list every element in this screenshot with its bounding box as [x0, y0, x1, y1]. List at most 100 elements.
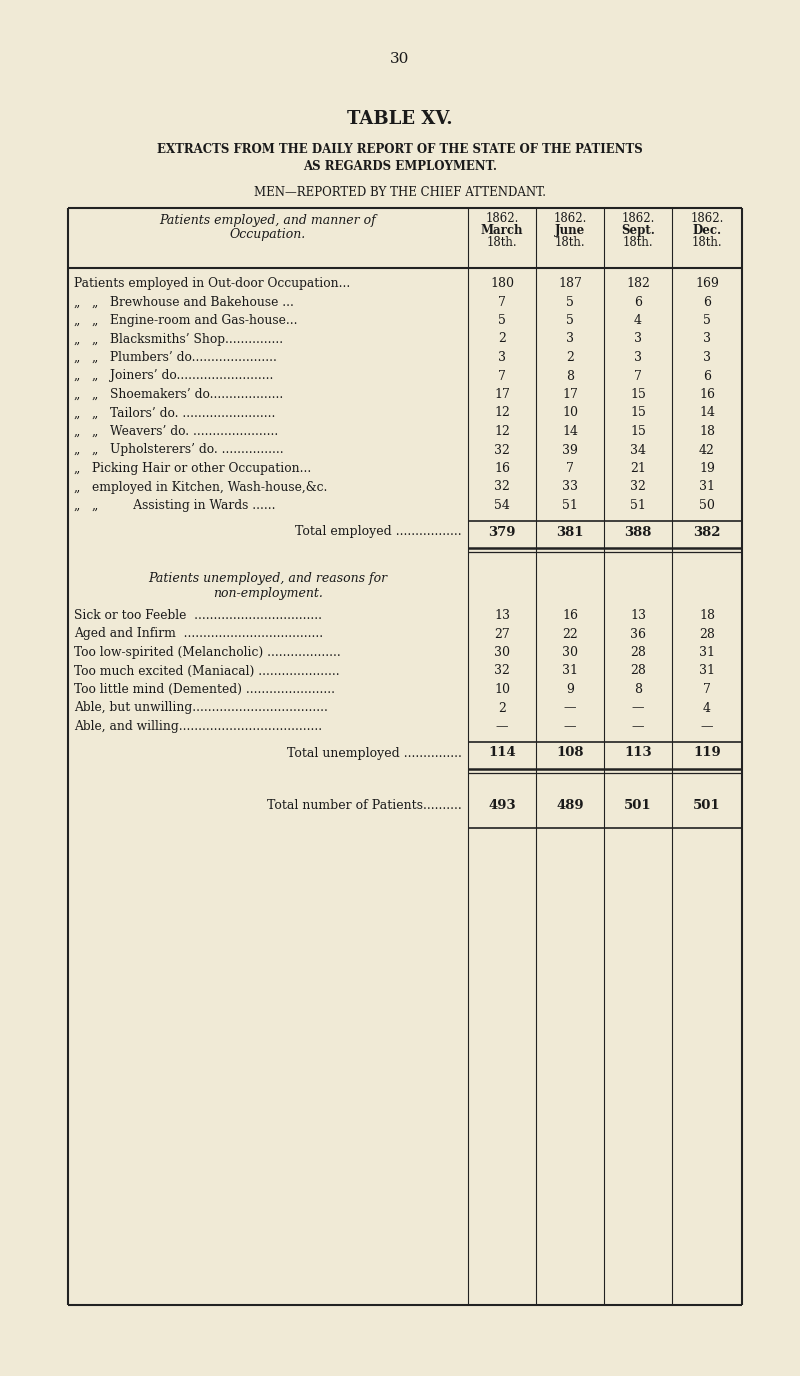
Text: 31: 31 — [699, 480, 715, 494]
Text: 3: 3 — [634, 351, 642, 365]
Text: 28: 28 — [630, 665, 646, 677]
Text: 8: 8 — [634, 682, 642, 696]
Text: 18: 18 — [699, 425, 715, 438]
Text: Able, and willing.....................................: Able, and willing.......................… — [74, 720, 322, 733]
Text: 489: 489 — [556, 799, 584, 812]
Text: 31: 31 — [699, 665, 715, 677]
Text: Patients employed, and manner of: Patients employed, and manner of — [160, 215, 376, 227]
Text: 3: 3 — [703, 333, 711, 345]
Text: AS REGARDS EMPLOYMENT.: AS REGARDS EMPLOYMENT. — [303, 160, 497, 173]
Text: —: — — [632, 702, 644, 714]
Text: 33: 33 — [562, 480, 578, 494]
Text: 28: 28 — [699, 627, 715, 640]
Text: 12: 12 — [494, 425, 510, 438]
Text: Too low-spirited (Melancholic) ...................: Too low-spirited (Melancholic) .........… — [74, 645, 341, 659]
Text: 7: 7 — [566, 462, 574, 475]
Text: 30: 30 — [390, 52, 410, 66]
Text: 31: 31 — [699, 645, 715, 659]
Text: non-employment.: non-employment. — [213, 588, 323, 600]
Text: 28: 28 — [630, 645, 646, 659]
Text: 4: 4 — [703, 702, 711, 714]
Text: 2: 2 — [498, 333, 506, 345]
Text: „   Picking Hair or other Occupation...: „ Picking Hair or other Occupation... — [74, 462, 311, 475]
Text: June: June — [555, 224, 585, 237]
Text: 119: 119 — [693, 747, 721, 760]
Text: 39: 39 — [562, 443, 578, 457]
Text: 18th.: 18th. — [486, 237, 518, 249]
Text: 388: 388 — [624, 526, 652, 538]
Text: —: — — [564, 720, 576, 733]
Text: 114: 114 — [488, 747, 516, 760]
Text: 381: 381 — [556, 526, 584, 538]
Text: „   employed in Kitchen, Wash-house,&c.: „ employed in Kitchen, Wash-house,&c. — [74, 480, 327, 494]
Text: 169: 169 — [695, 277, 719, 290]
Text: 7: 7 — [703, 682, 711, 696]
Text: 3: 3 — [498, 351, 506, 365]
Text: —: — — [632, 720, 644, 733]
Text: 3: 3 — [634, 333, 642, 345]
Text: 32: 32 — [494, 665, 510, 677]
Text: 3: 3 — [566, 333, 574, 345]
Text: 6: 6 — [703, 296, 711, 308]
Text: Aged and Infirm  ....................................: Aged and Infirm ........................… — [74, 627, 323, 640]
Text: 9: 9 — [566, 682, 574, 696]
Text: 2: 2 — [566, 351, 574, 365]
Text: 180: 180 — [490, 277, 514, 290]
Text: 51: 51 — [562, 499, 578, 512]
Text: 493: 493 — [488, 799, 516, 812]
Text: MEN—REPORTED BY THE CHIEF ATTENDANT.: MEN—REPORTED BY THE CHIEF ATTENDANT. — [254, 186, 546, 200]
Text: 18th.: 18th. — [554, 237, 586, 249]
Text: Occupation.: Occupation. — [230, 228, 306, 241]
Text: 36: 36 — [630, 627, 646, 640]
Text: 6: 6 — [703, 370, 711, 383]
Text: 10: 10 — [562, 406, 578, 420]
Text: 50: 50 — [699, 499, 715, 512]
Text: 42: 42 — [699, 443, 715, 457]
Text: „   „   Weavers’ do. ......................: „ „ Weavers’ do. ...................... — [74, 425, 278, 438]
Text: 10: 10 — [494, 682, 510, 696]
Text: 34: 34 — [630, 443, 646, 457]
Text: „   „   Blacksmiths’ Shop...............: „ „ Blacksmiths’ Shop............... — [74, 333, 283, 345]
Text: 16: 16 — [699, 388, 715, 400]
Text: 31: 31 — [562, 665, 578, 677]
Text: 5: 5 — [498, 314, 506, 327]
Text: Total unemployed ...............: Total unemployed ............... — [287, 747, 462, 760]
Text: 30: 30 — [494, 645, 510, 659]
Text: EXTRACTS FROM THE DAILY REPORT OF THE STATE OF THE PATIENTS: EXTRACTS FROM THE DAILY REPORT OF THE ST… — [157, 143, 643, 155]
Text: 16: 16 — [562, 610, 578, 622]
Text: „   „         Assisting in Wards ......: „ „ Assisting in Wards ...... — [74, 499, 275, 512]
Text: TABLE XV.: TABLE XV. — [347, 110, 453, 128]
Text: 1862.: 1862. — [690, 212, 724, 226]
Text: 8: 8 — [566, 370, 574, 383]
Text: Dec.: Dec. — [693, 224, 722, 237]
Text: 7: 7 — [498, 296, 506, 308]
Text: „   „   Tailors’ do. ........................: „ „ Tailors’ do. .......................… — [74, 406, 275, 420]
Text: 17: 17 — [562, 388, 578, 400]
Text: 32: 32 — [630, 480, 646, 494]
Text: —: — — [564, 702, 576, 714]
Text: 187: 187 — [558, 277, 582, 290]
Text: 1862.: 1862. — [554, 212, 586, 226]
Text: 16: 16 — [494, 462, 510, 475]
Text: 27: 27 — [494, 627, 510, 640]
Text: 51: 51 — [630, 499, 646, 512]
Text: „   „   Upholsterers’ do. ................: „ „ Upholsterers’ do. ................ — [74, 443, 284, 457]
Text: 7: 7 — [634, 370, 642, 383]
Text: 21: 21 — [630, 462, 646, 475]
Text: 18: 18 — [699, 610, 715, 622]
Text: —: — — [701, 720, 714, 733]
Text: Total number of Patients..........: Total number of Patients.......... — [267, 799, 462, 812]
Text: 113: 113 — [624, 747, 652, 760]
Text: Patients employed in Out-door Occupation...: Patients employed in Out-door Occupation… — [74, 277, 350, 290]
Text: 382: 382 — [694, 526, 721, 538]
Text: —: — — [496, 720, 508, 733]
Text: 5: 5 — [566, 314, 574, 327]
Text: 19: 19 — [699, 462, 715, 475]
Text: 17: 17 — [494, 388, 510, 400]
Text: 1862.: 1862. — [622, 212, 654, 226]
Text: „   „   Brewhouse and Bakehouse ...: „ „ Brewhouse and Bakehouse ... — [74, 296, 294, 308]
Text: 1862.: 1862. — [486, 212, 518, 226]
Text: 22: 22 — [562, 627, 578, 640]
Text: 2: 2 — [498, 702, 506, 714]
Text: 13: 13 — [494, 610, 510, 622]
